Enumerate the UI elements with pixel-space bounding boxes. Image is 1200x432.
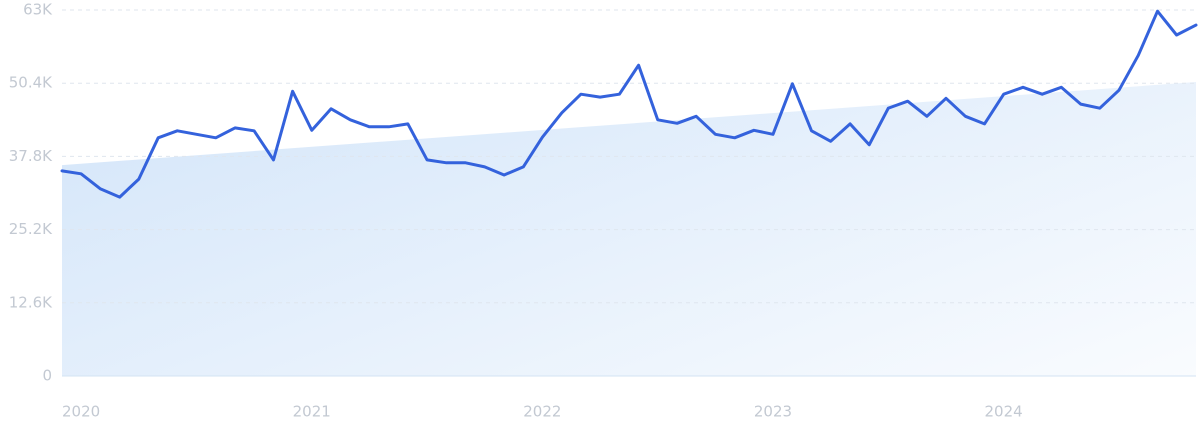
y-tick-label: 63K	[23, 1, 53, 19]
y-tick-label: 50.4K	[9, 74, 53, 92]
trend-area	[62, 82, 1196, 377]
x-tick-label: 2020	[62, 403, 100, 421]
y-tick-label: 37.8K	[9, 147, 53, 165]
x-tick-label: 2022	[523, 403, 561, 421]
x-tick-label: 2023	[754, 403, 792, 421]
x-tick-label: 2024	[985, 403, 1023, 421]
x-tick-label: 2021	[293, 403, 331, 421]
y-tick-label: 12.6K	[9, 293, 53, 311]
data-line	[60, 9, 1198, 199]
y-tick-label: 0	[42, 367, 52, 385]
y-tick-label: 25.2K	[9, 220, 53, 238]
